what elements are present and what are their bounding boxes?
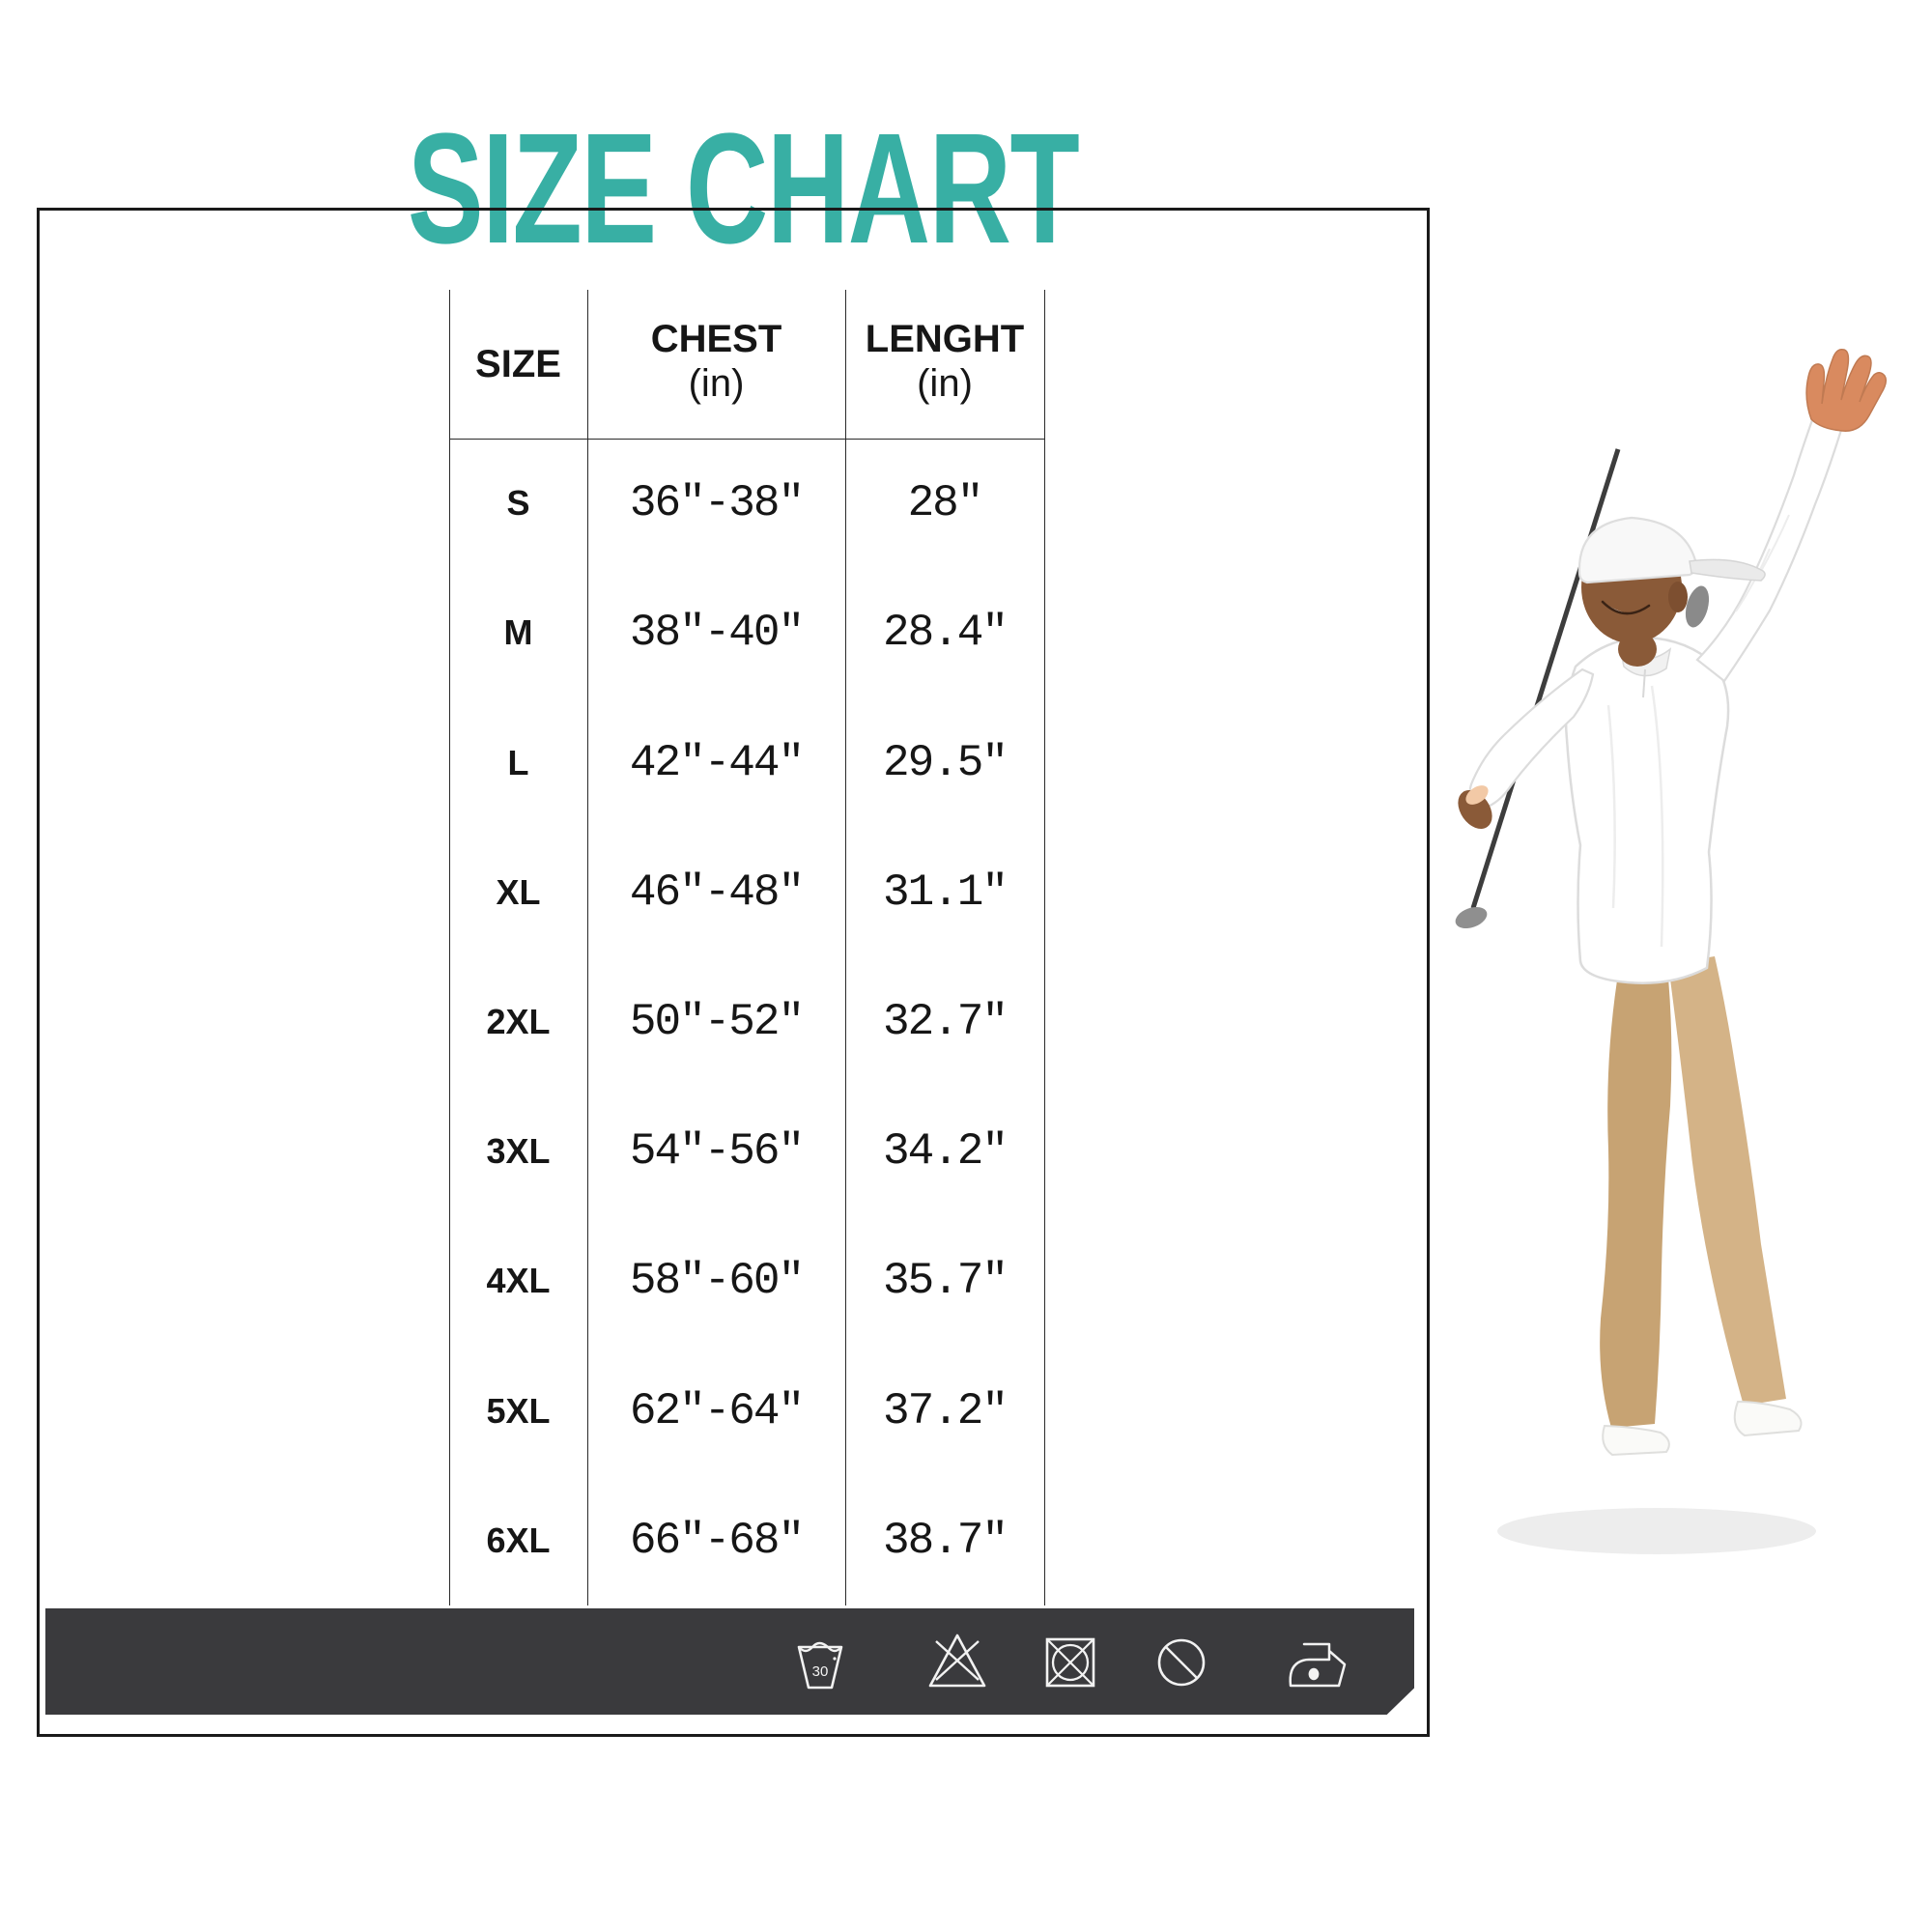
svg-text:30: 30 xyxy=(812,1663,829,1680)
